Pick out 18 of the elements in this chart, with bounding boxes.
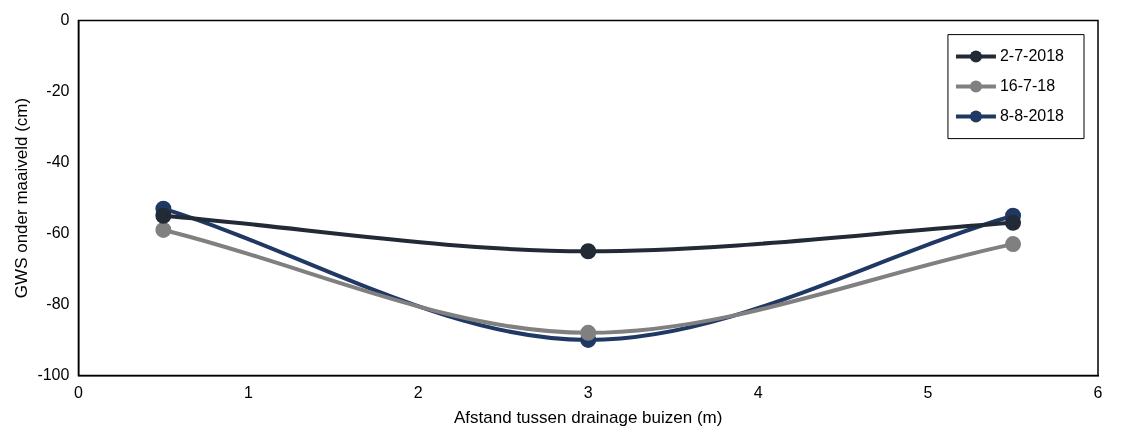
x-tick-label: 0 xyxy=(73,384,83,402)
x-tick-label: 5 xyxy=(923,384,933,402)
x-tick-label: 4 xyxy=(753,384,763,402)
x-tick-label: 2 xyxy=(413,384,423,402)
legend-label: 16-7-18 xyxy=(999,77,1056,95)
x-tick-label: 3 xyxy=(583,384,593,402)
y-tick-label: -20 xyxy=(46,81,70,99)
y-tick-label: -80 xyxy=(46,294,70,312)
legend-label: 8-8-2018 xyxy=(999,107,1065,125)
x-axis-title: Afstand tussen drainage buizen (m) xyxy=(454,408,723,428)
legend-label: 2-7-2018 xyxy=(999,47,1065,65)
y-tick-label: -100 xyxy=(37,365,70,383)
y-tick-label: -40 xyxy=(46,152,70,170)
y-tick-label: -60 xyxy=(46,223,70,241)
x-tick-label: 6 xyxy=(1093,384,1103,402)
y-axis-title: GWS onder maaiveld (cm) xyxy=(11,97,31,299)
x-tick-label: 1 xyxy=(243,384,253,402)
y-tick-label: 0 xyxy=(60,11,70,29)
